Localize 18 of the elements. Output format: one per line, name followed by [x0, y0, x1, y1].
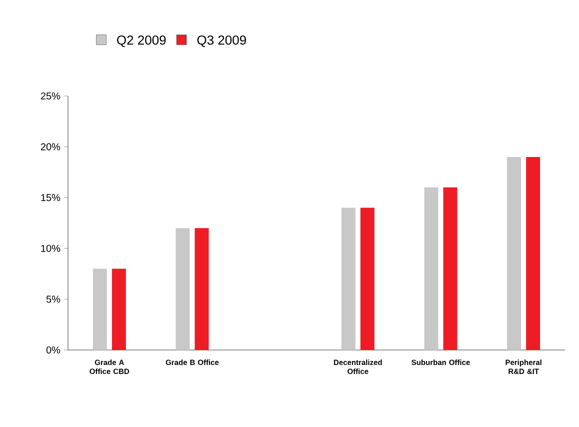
y-tick-label: 0% [46, 346, 60, 354]
bar [507, 156, 522, 350]
bar [526, 156, 540, 350]
bar [360, 208, 374, 350]
y-tick-label: 5% [46, 296, 60, 303]
bar [424, 187, 438, 350]
legend-label: Q3 2009 [197, 35, 246, 48]
legend-label: Q2 2009 [117, 35, 166, 48]
bar [341, 208, 356, 350]
y-tick-label: 25% [40, 92, 60, 100]
bar [194, 228, 209, 350]
bar [443, 187, 458, 350]
bar [92, 268, 107, 350]
bar [112, 268, 126, 350]
y-tick-label: 10% [41, 244, 60, 252]
y-tick-label: 20% [40, 143, 60, 150]
y-tick-label: 15% [41, 194, 60, 202]
bar [176, 228, 190, 350]
